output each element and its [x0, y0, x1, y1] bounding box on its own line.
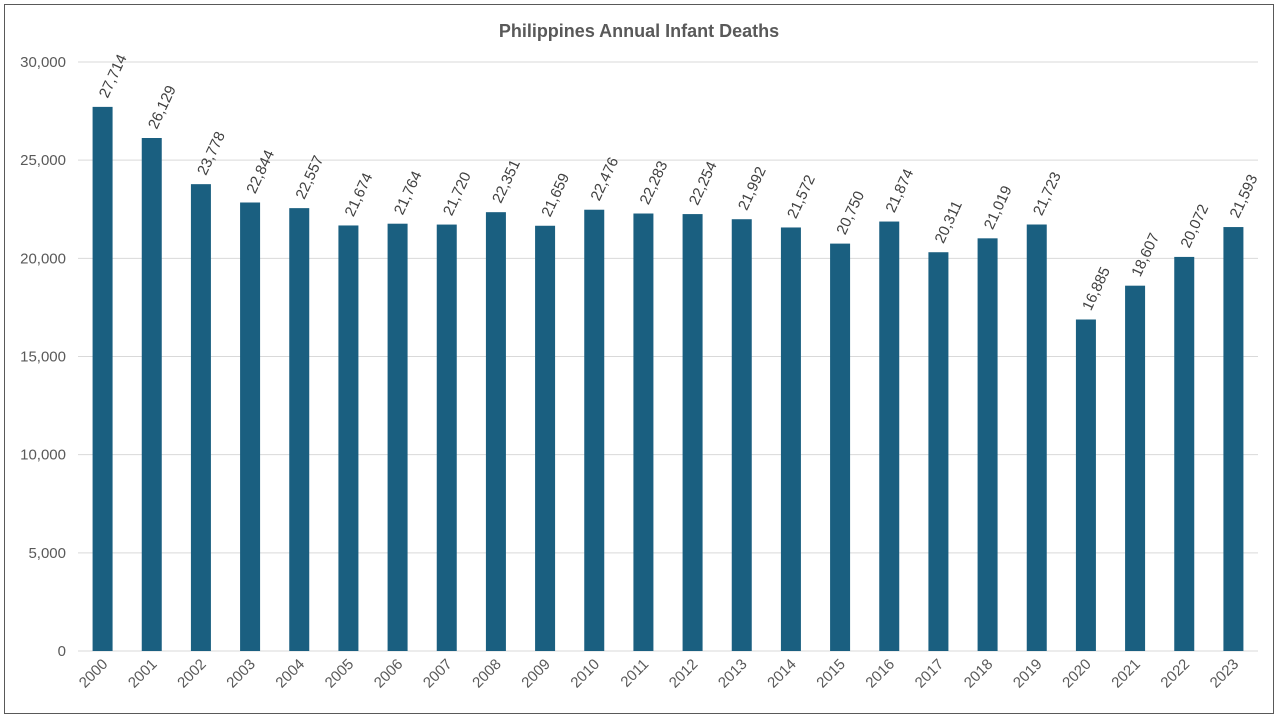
y-tick-label: 0: [58, 643, 66, 660]
bar: [92, 106, 113, 652]
data-label: 22,844: [243, 147, 278, 196]
data-label: 21,720: [440, 169, 475, 218]
bar: [1075, 319, 1096, 651]
data-label: 26,129: [145, 83, 180, 132]
y-tick-label: 15,000: [20, 349, 66, 366]
bar: [682, 214, 703, 651]
y-tick-label: 10,000: [20, 447, 66, 464]
data-label: 20,072: [1177, 202, 1212, 251]
data-label: 22,254: [686, 159, 721, 208]
data-label: 20,750: [833, 189, 868, 238]
bar: [436, 224, 457, 651]
bar: [1174, 256, 1195, 651]
x-tick-label: 2022: [1157, 656, 1193, 692]
x-tick-label: 2021: [1108, 656, 1144, 692]
x-tick-label: 2003: [223, 656, 259, 692]
x-tick-label: 2001: [125, 656, 161, 692]
x-tick-label: 2020: [1059, 656, 1095, 692]
x-tick-label: 2004: [272, 656, 308, 692]
x-tick-label: 2016: [862, 656, 898, 692]
bar: [289, 208, 310, 651]
data-label: 21,992: [735, 164, 770, 213]
x-tick-label: 2002: [174, 656, 210, 692]
data-label: 21,593: [1227, 172, 1262, 221]
chart-title: Philippines Annual Infant Deaths: [498, 21, 780, 41]
y-tick-label: 5,000: [28, 545, 66, 562]
bar: [190, 184, 211, 651]
bar: [731, 219, 752, 651]
data-label: 21,659: [538, 171, 573, 220]
data-label: 27,714: [96, 52, 131, 101]
bar: [879, 221, 900, 651]
bar: [141, 138, 162, 652]
data-label: 21,874: [882, 166, 917, 215]
x-tick-label: 2015: [813, 656, 849, 692]
data-label: 22,351: [489, 157, 524, 206]
x-tick-label: 2012: [666, 656, 702, 692]
bar: [1026, 224, 1047, 651]
bar: [928, 252, 949, 652]
data-label: 23,778: [194, 129, 229, 178]
x-tick-label: 2019: [1010, 656, 1046, 692]
data-label: 21,764: [391, 169, 426, 218]
bar: [584, 209, 605, 652]
x-tick-label: 2023: [1207, 656, 1243, 692]
bar: [240, 202, 261, 651]
x-tick-label: 2018: [961, 656, 997, 692]
bar: [633, 213, 654, 651]
y-tick-label: 25,000: [20, 152, 66, 169]
data-label: 21,723: [1030, 169, 1065, 218]
data-label: 16,885: [1079, 264, 1114, 313]
data-label: 21,674: [342, 170, 377, 219]
data-label: 18,607: [1128, 231, 1163, 280]
x-tick-label: 2017: [912, 656, 948, 692]
x-tick-label: 2014: [764, 656, 800, 692]
bar: [535, 225, 556, 651]
y-tick-label: 20,000: [20, 250, 66, 267]
bar: [1223, 227, 1244, 651]
x-tick-label: 2011: [617, 656, 652, 691]
data-label: 21,019: [981, 183, 1016, 232]
bar: [387, 223, 408, 651]
data-label: 22,283: [637, 158, 672, 207]
x-tick-label: 2007: [420, 656, 456, 692]
x-tick-label: 2008: [469, 656, 505, 692]
x-tick-label: 2010: [567, 656, 603, 692]
data-label: 21,572: [784, 172, 819, 221]
bar: [338, 225, 359, 651]
bar: [1125, 285, 1146, 651]
data-label: 20,311: [932, 198, 966, 246]
bar: [977, 238, 998, 651]
bar: [830, 243, 851, 651]
x-tick-label: 2009: [518, 656, 554, 692]
data-label: 22,476: [587, 155, 622, 204]
x-tick-label: 2000: [76, 656, 112, 692]
x-tick-label: 2005: [322, 656, 358, 692]
x-tick-label: 2013: [715, 656, 751, 692]
x-tick-label: 2006: [371, 656, 407, 692]
bar: [780, 227, 801, 651]
y-tick-label: 30,000: [20, 54, 66, 71]
bar: [485, 212, 506, 652]
